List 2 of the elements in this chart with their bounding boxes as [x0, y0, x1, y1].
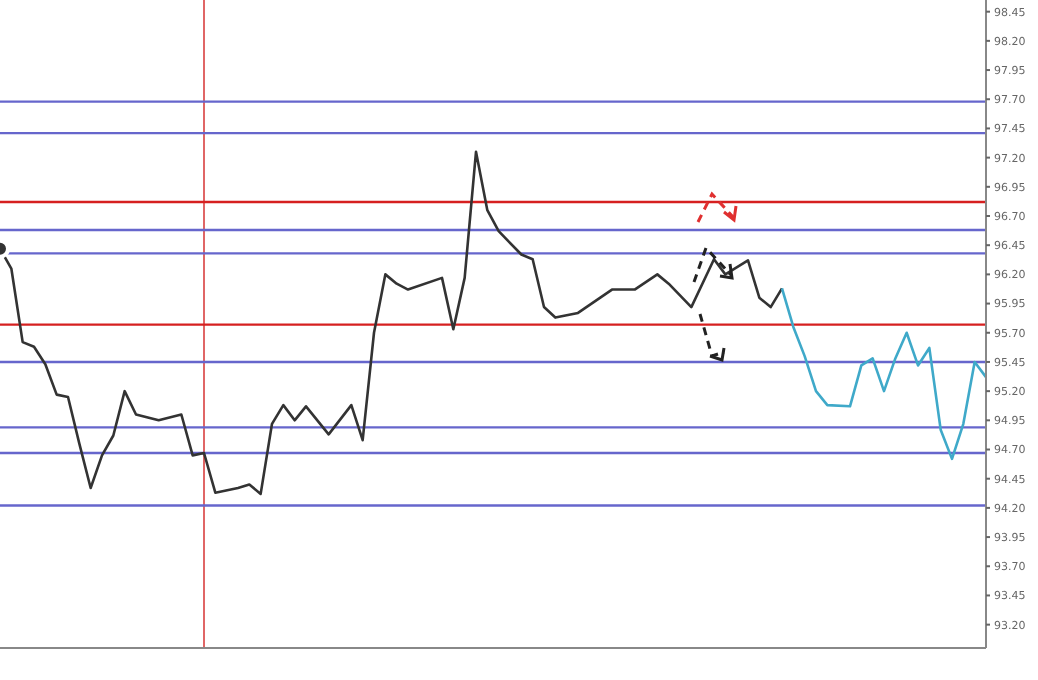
line-series: [780, 287, 988, 461]
line-series: [0, 150, 784, 496]
